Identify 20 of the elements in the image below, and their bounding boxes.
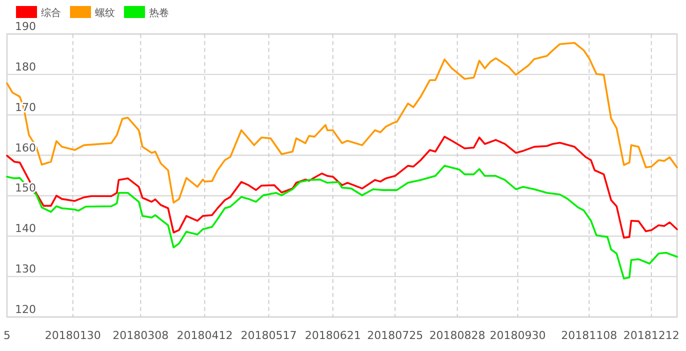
y-tick-label: 130 [15,262,36,276]
x-tick-label: 20180130 [44,329,101,342]
x-tick-label: 20180308 [112,329,169,342]
x-tick-label: 20180725 [367,329,424,342]
y-tick-label: 180 [15,60,36,74]
x-tick-label: 20180828 [429,329,486,342]
y-tick-label: 140 [15,222,36,236]
x-tick-label: 20180412 [176,329,233,342]
x-tick-label: 20180621 [304,329,361,342]
legend-label: 热卷 [149,7,169,19]
x-tick-label: 20181108 [561,329,618,342]
y-tick-label: 120 [15,303,36,316]
x-tick-label: 5 [4,329,10,342]
x-tick-label: 20180517 [240,329,297,342]
x-tick-label: 20180930 [490,329,546,342]
y-tick-label: 160 [15,141,36,154]
legend-label: 螺纹 [95,7,115,19]
y-tick-label: 190 [15,20,36,33]
legend-label: 综合 [41,7,61,19]
x-tick-label: 20181212 [623,329,680,342]
